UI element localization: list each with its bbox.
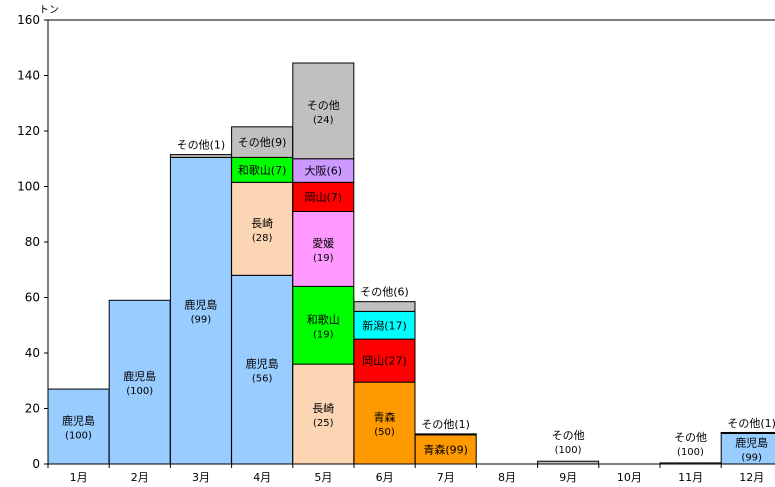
bar-segment [353,301,416,312]
x-tick-label: 5月 [314,471,332,484]
y-tick-label: 120 [17,124,40,138]
segment-share-label: (50) [374,427,395,438]
y-tick-label: 0 [32,457,40,471]
segment-share-label: (100) [555,445,582,456]
segment-label: 和歌山 [307,312,340,326]
x-tick-label: 10月 [617,471,642,484]
y-tick-label: 100 [17,180,40,194]
x-tick-label: 3月 [192,471,210,484]
x-tick-label: 4月 [253,471,271,484]
bars-group: 鹿児島 (100) 鹿児島 (100) 鹿児島 (99) その他(1) 鹿児島 (56) 長崎 (2… [47,62,775,465]
y-tick-label: 80 [25,235,40,249]
bar-segment [414,434,477,465]
bar-segment [47,388,110,465]
bar-segment [231,181,294,276]
segment-label: 長崎 [312,401,334,415]
bar-segment [292,62,355,160]
x-tick-label: 8月 [498,471,516,484]
segment-share-label: (25) [313,418,334,429]
segment-label: 長崎 [251,216,273,230]
segment-label: 鹿児島 [184,298,217,312]
segment-label: 新潟(17) [362,318,407,332]
bar-segment [169,156,232,465]
segment-label: その他(9) [238,136,287,149]
segment-label: 鹿児島 [62,414,95,428]
bar-segment [292,181,355,212]
segment-label: その他 [552,429,585,442]
segment-label: その他(1) [727,417,775,430]
segment-label: 和歌山(7) [238,163,287,177]
x-tick-label: 7月 [437,471,455,484]
y-axis: 0 20 40 60 80 100 120 140 160 [17,13,48,471]
segment-label: 岡山(27) [362,355,407,368]
bar-segment [537,460,600,465]
bar-segment [353,310,416,340]
y-tick-label: 160 [17,13,40,27]
bar-segment [231,156,294,183]
segment-label: 愛媛 [312,236,334,250]
segment-label: 青森 [374,410,396,424]
y-tick-label: 60 [25,291,40,305]
segment-share-label: (19) [313,329,334,340]
segment-label: その他(1) [177,139,226,152]
segment-label: 岡山(7) [305,191,343,204]
segment-label: 鹿児島 [246,357,279,371]
segment-label: 鹿児島 [123,369,156,383]
bar-segment [292,363,355,465]
x-tick-label: 11月 [678,471,703,484]
y-axis-unit-label: トン [39,5,59,16]
x-tick-label: 6月 [376,471,394,484]
segment-label: その他 [674,431,707,444]
segment-share-label: (99) [741,453,762,464]
segment-share-label: (100) [65,431,92,442]
bar-segment [414,433,477,436]
segment-label: 青森(99) [423,442,468,456]
segment-label: その他 [307,99,340,112]
y-tick-label: 140 [17,69,40,83]
segment-label: 大阪(6) [305,164,343,178]
bar-segment [659,462,722,465]
bar-segment [231,274,294,465]
bar-segment [292,210,355,287]
y-tick-label: 20 [25,402,40,416]
bar-segment [720,431,775,434]
bar-segment [169,154,232,158]
segment-share-label: (56) [252,374,273,385]
segment-share-label: (28) [252,233,273,244]
y-tick-label: 40 [25,346,40,360]
bar-segment [720,432,775,465]
x-tick-label: 12月 [739,471,764,484]
segment-label: 鹿児島 [735,436,768,450]
x-axis: 1月 2月 3月 4月 5月 6月 7月 8月 9月 10月 11月 12月 [47,464,764,484]
x-tick-label: 9月 [559,471,577,484]
segment-share-label: (100) [126,386,153,397]
segment-share-label: (24) [313,115,334,126]
segment-share-label: (19) [313,253,334,264]
x-tick-label: 1月 [70,471,88,484]
segment-label: その他(1) [421,418,470,431]
segment-share-label: (100) [677,447,704,458]
x-tick-label: 2月 [131,471,149,484]
segment-share-label: (99) [191,315,212,326]
bar-segment [353,338,416,383]
segment-label: その他(6) [360,286,409,299]
